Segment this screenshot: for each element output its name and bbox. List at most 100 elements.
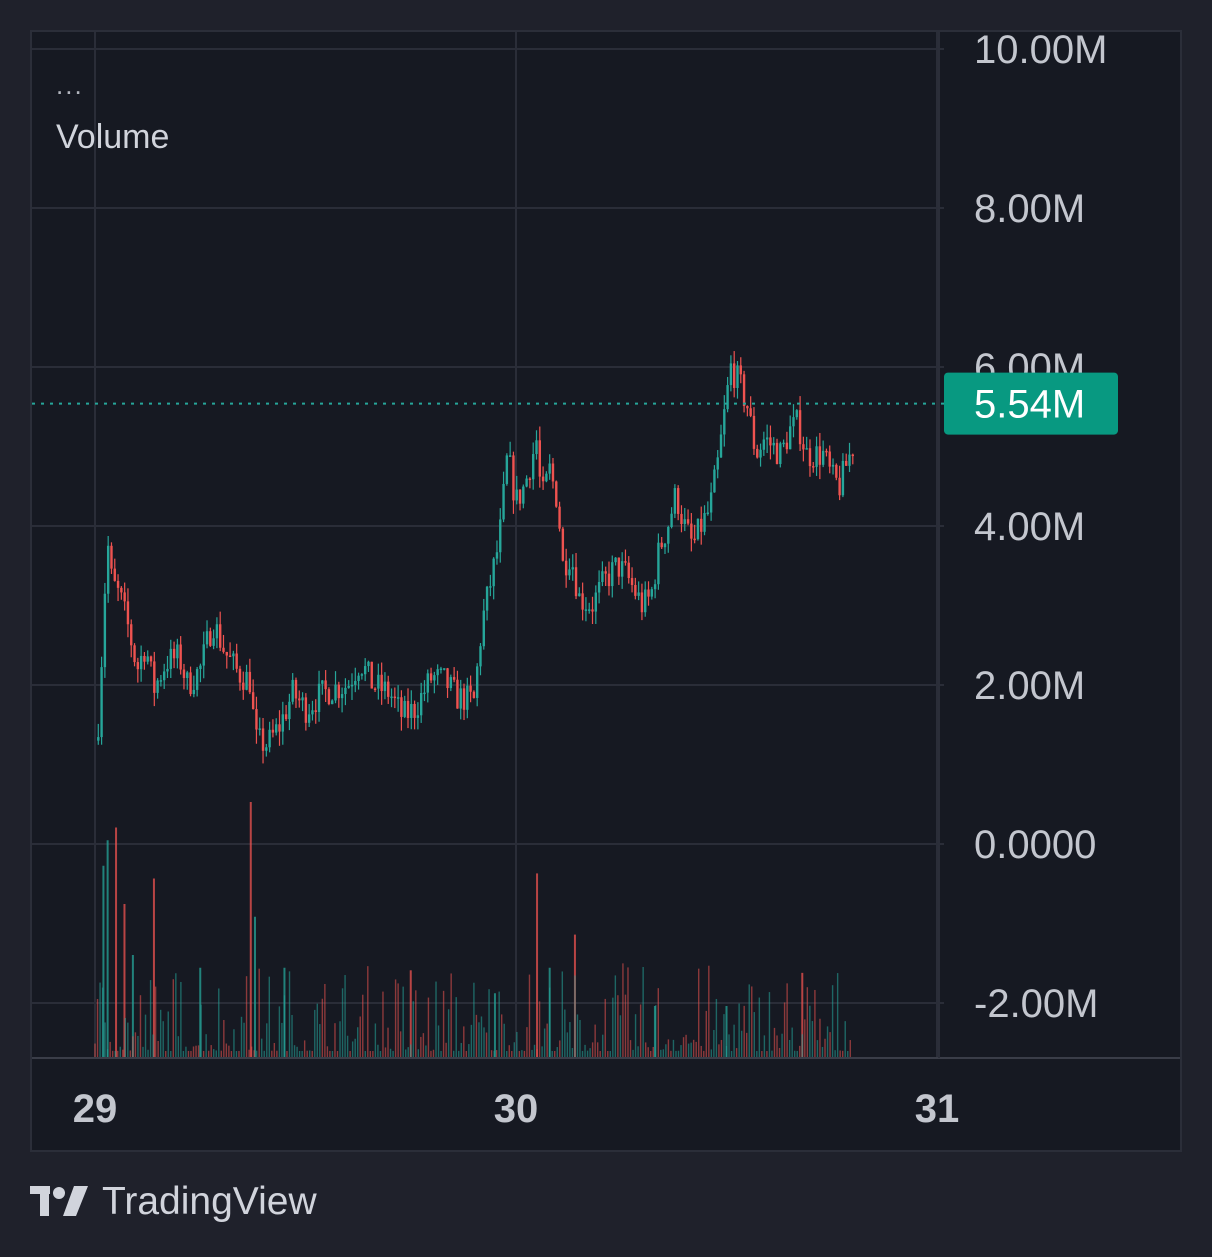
candle-body bbox=[729, 363, 733, 386]
volume-bar bbox=[111, 1050, 114, 1057]
volume-bar bbox=[538, 1001, 541, 1057]
volume-bar bbox=[235, 1050, 238, 1057]
volume-bar bbox=[660, 1049, 662, 1057]
volume-bar bbox=[503, 1023, 505, 1057]
volume-bar bbox=[122, 1049, 124, 1057]
candle-body bbox=[485, 586, 489, 611]
volume-bar bbox=[493, 993, 496, 1057]
candle-body bbox=[541, 476, 545, 482]
candle-body bbox=[703, 513, 706, 532]
volume-bar bbox=[159, 1009, 162, 1057]
volume-bar bbox=[432, 1049, 435, 1057]
volume-bar bbox=[844, 1021, 846, 1057]
candle-body bbox=[113, 568, 116, 581]
volume-bar bbox=[614, 975, 617, 1057]
candle-body bbox=[611, 562, 614, 587]
candle-body bbox=[482, 610, 485, 647]
candle-body bbox=[209, 631, 212, 646]
candle-body bbox=[242, 682, 245, 690]
volume-bar bbox=[480, 1016, 483, 1057]
candle-body bbox=[390, 696, 393, 699]
volume-bar bbox=[814, 989, 816, 1057]
volume-bar bbox=[142, 1046, 144, 1057]
volume-bar bbox=[276, 1050, 278, 1057]
volume-bar bbox=[119, 1046, 121, 1057]
candle-body bbox=[532, 454, 535, 480]
candle-body bbox=[314, 710, 317, 713]
candle-body bbox=[769, 437, 772, 446]
legend-menu[interactable]: ... bbox=[56, 70, 84, 100]
volume-bar bbox=[655, 1005, 657, 1057]
candle-body bbox=[340, 694, 344, 699]
candle-body bbox=[327, 689, 331, 705]
candle-body bbox=[383, 681, 387, 692]
candle-body bbox=[439, 668, 443, 671]
volume-bar bbox=[447, 1009, 450, 1057]
volume-bar bbox=[238, 1050, 240, 1057]
volume-bar bbox=[200, 1004, 202, 1057]
candle-body bbox=[762, 439, 766, 450]
candle-body bbox=[393, 696, 397, 699]
volume-bar bbox=[788, 1039, 791, 1057]
candle-body bbox=[265, 747, 268, 751]
candle-body bbox=[581, 593, 584, 610]
candle-body bbox=[818, 446, 822, 465]
volume-bar bbox=[220, 1050, 222, 1057]
candle-body bbox=[245, 671, 248, 690]
volume-bar bbox=[700, 1045, 702, 1057]
volume-bar bbox=[564, 1009, 566, 1057]
volume-bar bbox=[364, 1050, 366, 1057]
volume-bar bbox=[521, 1050, 523, 1057]
volume-bar bbox=[372, 1050, 374, 1057]
volume-bar bbox=[653, 1006, 656, 1057]
volume-bar bbox=[829, 1032, 831, 1057]
candle-body bbox=[841, 460, 845, 496]
volume-bar bbox=[377, 1044, 379, 1057]
chart-frame[interactable]: 10.00M 8.00M 6.00M 4.00M 2.00M 0.0000 -2.00M 5… bbox=[30, 30, 1182, 1152]
volume-bar bbox=[115, 827, 118, 1057]
candle-body bbox=[255, 709, 258, 730]
volume-bar bbox=[468, 1044, 470, 1057]
volume-bar bbox=[778, 1047, 781, 1057]
candle-body bbox=[644, 589, 647, 613]
volume-bar bbox=[397, 983, 399, 1057]
candle-body bbox=[271, 729, 275, 733]
volume-bar bbox=[180, 981, 182, 1057]
volume-bar bbox=[612, 997, 614, 1057]
volume-bar bbox=[319, 1024, 321, 1057]
volume-bar bbox=[218, 988, 220, 1057]
candle-body bbox=[110, 545, 113, 569]
volume-bar bbox=[250, 1046, 253, 1057]
candle-body bbox=[700, 518, 703, 532]
candle-series bbox=[97, 351, 854, 764]
volume-bar bbox=[137, 1035, 139, 1057]
candle-body bbox=[176, 644, 179, 659]
volume-bar bbox=[187, 1050, 190, 1057]
candle-body bbox=[139, 655, 143, 670]
x-axis[interactable]: 29 30 31 bbox=[73, 1087, 960, 1131]
volume-bar bbox=[253, 916, 256, 1057]
tradingview-branding[interactable]: TradingView bbox=[30, 1180, 317, 1224]
volume-bar bbox=[847, 1050, 849, 1057]
volume-bar bbox=[384, 1047, 387, 1057]
candle-body bbox=[508, 455, 512, 457]
volume-bar bbox=[296, 1046, 298, 1057]
volume-bar bbox=[478, 1022, 480, 1057]
candle-body bbox=[334, 684, 337, 701]
candle-body bbox=[143, 655, 146, 662]
candle-body bbox=[350, 684, 354, 687]
candle-body bbox=[479, 646, 482, 667]
candle-body bbox=[298, 698, 301, 701]
candle-body bbox=[396, 697, 400, 699]
candle-body bbox=[199, 665, 202, 670]
volume-bar bbox=[629, 1040, 632, 1057]
candle-body bbox=[588, 609, 591, 611]
volume-bar bbox=[369, 1050, 372, 1057]
candle-body bbox=[512, 455, 515, 501]
volume-bar bbox=[680, 1045, 682, 1057]
volume-bar bbox=[801, 972, 804, 1057]
candle-body bbox=[146, 656, 149, 662]
volume-bar bbox=[233, 1029, 235, 1057]
